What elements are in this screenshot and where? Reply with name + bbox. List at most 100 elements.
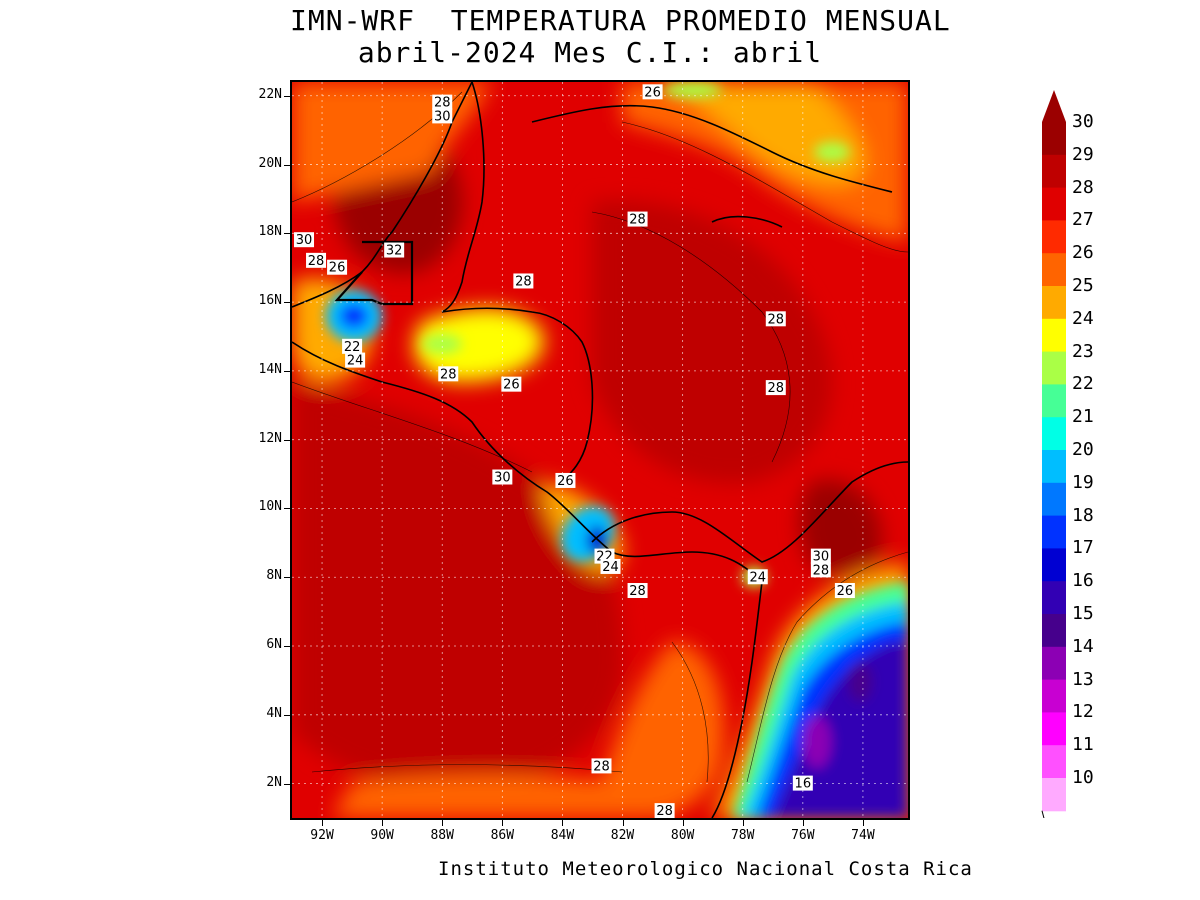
- lon-tick: [682, 820, 684, 826]
- cold-field: [326, 82, 908, 818]
- colorbar-swatch: [1042, 417, 1066, 451]
- lon-label: 76W: [791, 828, 815, 843]
- lon-tick: [322, 820, 324, 826]
- colorbar-swatch: [1042, 482, 1066, 517]
- lat-label: 8N: [266, 568, 282, 584]
- svg-text:28: 28: [440, 367, 457, 382]
- map-title: IMN-WRF TEMPERATURA PROMEDIO MENSUAL: [290, 4, 951, 37]
- colorbar-swatch: [1042, 614, 1066, 648]
- lon-tick: [442, 820, 444, 826]
- colorbar-label: 28: [1072, 176, 1094, 198]
- svg-text:22: 22: [344, 340, 361, 355]
- lon-label: 82W: [610, 828, 635, 843]
- svg-text:24: 24: [602, 560, 619, 575]
- lat-tick: [284, 646, 290, 648]
- colorbar-label: 13: [1072, 668, 1094, 690]
- lat-tick: [284, 233, 290, 235]
- colorbar-swatch: [1042, 286, 1066, 320]
- contour-label: 26: [834, 583, 855, 599]
- contour-label: 26: [642, 84, 663, 100]
- svg-text:30: 30: [296, 233, 313, 248]
- contour-label: 26: [555, 472, 576, 489]
- colorbar-label: 20: [1072, 439, 1094, 460]
- colorbar-label: 18: [1072, 504, 1094, 526]
- colorbar-label: 29: [1072, 143, 1094, 165]
- colorbar-label: 17: [1072, 537, 1094, 559]
- lon-tick: [742, 820, 744, 826]
- lat-tick: [284, 302, 290, 304]
- lat-tick: [284, 508, 290, 510]
- lon-tick: [622, 820, 624, 826]
- svg-text:26: 26: [557, 474, 574, 489]
- lon-tick: [502, 820, 504, 826]
- lat-label: 6N: [266, 637, 282, 653]
- contour-label: 28: [438, 366, 459, 382]
- lat-label: 14N: [258, 361, 282, 377]
- contour-lines: [292, 91, 908, 783]
- contour-label: 28: [627, 211, 648, 228]
- lat-label: 16N: [258, 293, 282, 309]
- svg-text:28: 28: [308, 254, 325, 269]
- svg-text:28: 28: [768, 381, 785, 396]
- contour-label: 28: [432, 94, 453, 111]
- lat-tick: [284, 370, 290, 372]
- colorbar-swatch: [1042, 679, 1066, 713]
- svg-text:28: 28: [434, 96, 451, 111]
- lat-label: 4N: [266, 705, 282, 721]
- svg-text:28: 28: [768, 312, 785, 327]
- contour-label: 28: [765, 380, 786, 396]
- colorbar-swatch: [1042, 253, 1066, 287]
- svg-text:28: 28: [629, 213, 646, 228]
- svg-text:24: 24: [347, 354, 364, 369]
- colorbar-swatch: [1042, 187, 1066, 221]
- lat-tick: [284, 577, 290, 579]
- contour-label: 24: [345, 352, 366, 369]
- svg-text:26: 26: [837, 584, 854, 599]
- contour-label: 28: [810, 562, 831, 578]
- contour-label: 26: [501, 376, 522, 393]
- colorbar-swatch: [1042, 450, 1066, 484]
- colorbar-swatch: [1042, 154, 1066, 189]
- lat-label: 18N: [258, 224, 282, 240]
- colorbar-tail: [1041, 810, 1045, 818]
- svg-text:30: 30: [813, 550, 830, 565]
- svg-text:24: 24: [749, 570, 766, 585]
- colorbar-label: 12: [1072, 701, 1094, 723]
- lat-label: 10N: [258, 499, 282, 515]
- lon-label: 78W: [730, 828, 755, 843]
- lon-tick: [862, 820, 864, 826]
- colorbar-label: 11: [1072, 734, 1094, 756]
- lat-label: 2N: [266, 774, 282, 790]
- svg-text:26: 26: [503, 378, 520, 393]
- contour-label: 24: [747, 569, 768, 585]
- colorbar-label: 14: [1072, 635, 1094, 657]
- svg-text:28: 28: [593, 759, 610, 774]
- svg-text:26: 26: [644, 85, 661, 100]
- lon-label: 90W: [370, 828, 394, 843]
- colorbar-swatch: [1042, 220, 1066, 254]
- colorbar-label: 21: [1072, 406, 1094, 428]
- contour-label: 32: [384, 242, 405, 259]
- lon-tick: [562, 820, 564, 826]
- contour-label: 24: [600, 558, 621, 575]
- lon-tick: [382, 820, 384, 826]
- colorbar-swatch: [1042, 122, 1066, 156]
- svg-text:26: 26: [329, 261, 346, 276]
- colorbar-swatch: [1042, 581, 1066, 615]
- colorbar-label: 19: [1072, 471, 1094, 493]
- contour-label: 28: [654, 803, 675, 818]
- colorbar-arrow: [1042, 90, 1066, 122]
- colorbar-swatch: [1042, 548, 1066, 582]
- lon-label: 80W: [670, 828, 695, 843]
- svg-text:28: 28: [629, 584, 646, 599]
- colorbar-label: 22: [1072, 373, 1094, 395]
- contour-label: 26: [327, 259, 348, 276]
- contour-label: 28: [765, 311, 786, 327]
- colorbar-swatch: [1042, 745, 1066, 779]
- svg-text:32: 32: [386, 244, 403, 259]
- lon-label: 74W: [851, 828, 875, 843]
- colorbar-label: 30: [1072, 111, 1094, 132]
- svg-text:30: 30: [494, 471, 511, 486]
